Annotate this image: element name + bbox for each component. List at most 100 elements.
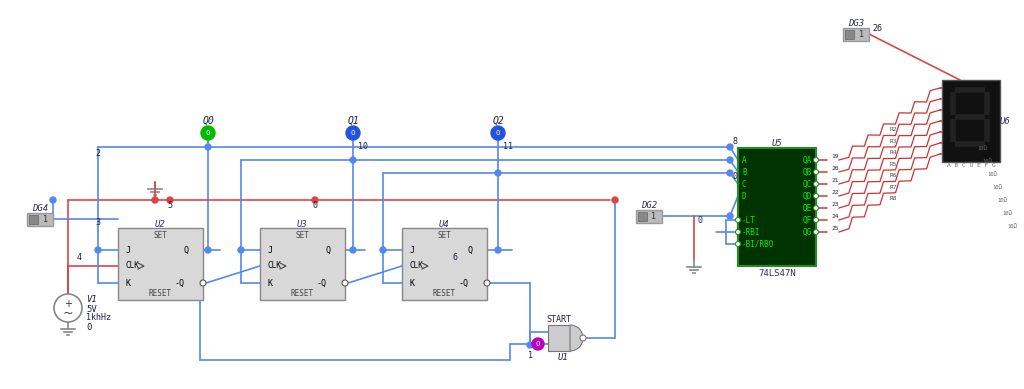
Bar xyxy=(942,80,1000,162)
Text: RESET: RESET xyxy=(291,289,314,298)
Circle shape xyxy=(380,247,386,253)
Text: -Q: -Q xyxy=(459,279,469,287)
Circle shape xyxy=(735,242,740,247)
Circle shape xyxy=(813,217,818,223)
Text: DG3: DG3 xyxy=(848,19,864,28)
Text: 0: 0 xyxy=(536,341,541,347)
Text: R7: R7 xyxy=(890,184,897,189)
Text: -Q: -Q xyxy=(317,279,327,287)
Text: K: K xyxy=(126,279,131,287)
Circle shape xyxy=(50,197,56,203)
Text: Q: Q xyxy=(183,245,188,254)
Text: 0: 0 xyxy=(312,200,317,210)
Circle shape xyxy=(350,157,356,163)
Bar xyxy=(548,325,570,351)
Text: 1khHz: 1khHz xyxy=(86,314,111,322)
Text: J: J xyxy=(410,245,415,254)
Text: K: K xyxy=(268,279,273,287)
Text: QE: QE xyxy=(803,203,812,212)
Text: A B C U E F G: A B C U E F G xyxy=(946,163,995,168)
Text: U6: U6 xyxy=(999,116,1011,126)
Text: 20: 20 xyxy=(831,165,839,170)
Circle shape xyxy=(612,197,618,203)
Text: CLK: CLK xyxy=(126,261,140,270)
Text: 2: 2 xyxy=(95,149,100,158)
Text: Q1: Q1 xyxy=(347,116,358,126)
Text: -Q: -Q xyxy=(175,279,185,287)
Text: CLK: CLK xyxy=(410,261,424,270)
Circle shape xyxy=(727,213,733,219)
Text: 0: 0 xyxy=(496,130,501,136)
Circle shape xyxy=(238,247,244,253)
Text: R3: R3 xyxy=(890,138,897,144)
Text: 10: 10 xyxy=(358,142,368,151)
Bar xyxy=(260,228,345,300)
Circle shape xyxy=(532,338,544,350)
Text: 0: 0 xyxy=(351,130,355,136)
Text: RESET: RESET xyxy=(148,289,172,298)
Text: U2: U2 xyxy=(155,219,166,228)
Circle shape xyxy=(813,205,818,210)
Text: -BI/RBO: -BI/RBO xyxy=(742,240,774,249)
Text: 8: 8 xyxy=(732,137,737,145)
Circle shape xyxy=(527,342,534,348)
Text: 5V: 5V xyxy=(86,305,96,314)
Text: Q: Q xyxy=(467,245,472,254)
Circle shape xyxy=(484,280,490,286)
Text: C: C xyxy=(742,179,746,189)
Text: 5: 5 xyxy=(168,200,172,210)
Text: 11: 11 xyxy=(503,142,513,151)
Text: 0: 0 xyxy=(732,172,737,180)
Text: DG4: DG4 xyxy=(32,203,48,212)
Text: U3: U3 xyxy=(297,219,308,228)
Text: 1: 1 xyxy=(651,212,656,221)
Circle shape xyxy=(95,247,101,253)
Text: K: K xyxy=(410,279,415,287)
Text: SET: SET xyxy=(296,231,309,240)
Text: DG2: DG2 xyxy=(641,200,657,210)
Text: 0: 0 xyxy=(206,130,210,136)
Circle shape xyxy=(495,170,501,176)
Circle shape xyxy=(346,126,360,140)
Circle shape xyxy=(200,280,206,286)
Text: 10Ω: 10Ω xyxy=(1002,210,1012,216)
Text: ~: ~ xyxy=(62,307,74,319)
Bar xyxy=(636,210,662,223)
Text: 26: 26 xyxy=(872,23,882,33)
Text: 1: 1 xyxy=(858,30,863,39)
Text: 25: 25 xyxy=(831,226,839,231)
Text: 10Ω: 10Ω xyxy=(997,198,1007,203)
Text: R5: R5 xyxy=(890,161,897,166)
Text: J: J xyxy=(268,245,273,254)
Circle shape xyxy=(735,230,740,235)
Text: B: B xyxy=(742,168,746,177)
Circle shape xyxy=(813,230,818,235)
Text: A: A xyxy=(742,156,746,165)
Circle shape xyxy=(350,247,356,253)
Text: QF: QF xyxy=(803,216,812,224)
Text: J: J xyxy=(126,245,131,254)
Text: 10Ω: 10Ω xyxy=(987,172,997,177)
Text: U5: U5 xyxy=(772,138,782,147)
Text: RESET: RESET xyxy=(433,289,456,298)
Circle shape xyxy=(580,335,586,341)
Circle shape xyxy=(152,197,158,203)
Text: D: D xyxy=(742,191,746,200)
Circle shape xyxy=(735,217,740,223)
Text: 6: 6 xyxy=(453,252,458,261)
Bar xyxy=(843,28,869,41)
Text: QG: QG xyxy=(803,228,812,237)
Text: QD: QD xyxy=(803,191,812,200)
Circle shape xyxy=(813,170,818,175)
Text: 10Ω: 10Ω xyxy=(977,145,987,151)
Circle shape xyxy=(727,170,733,176)
Wedge shape xyxy=(570,325,583,351)
Text: 21: 21 xyxy=(831,177,839,182)
Text: 3: 3 xyxy=(95,217,100,226)
Text: CLK: CLK xyxy=(268,261,282,270)
Bar xyxy=(638,212,647,221)
Text: Q2: Q2 xyxy=(493,116,504,126)
Text: V1: V1 xyxy=(86,294,96,303)
Text: 22: 22 xyxy=(831,189,839,194)
Circle shape xyxy=(54,294,82,322)
